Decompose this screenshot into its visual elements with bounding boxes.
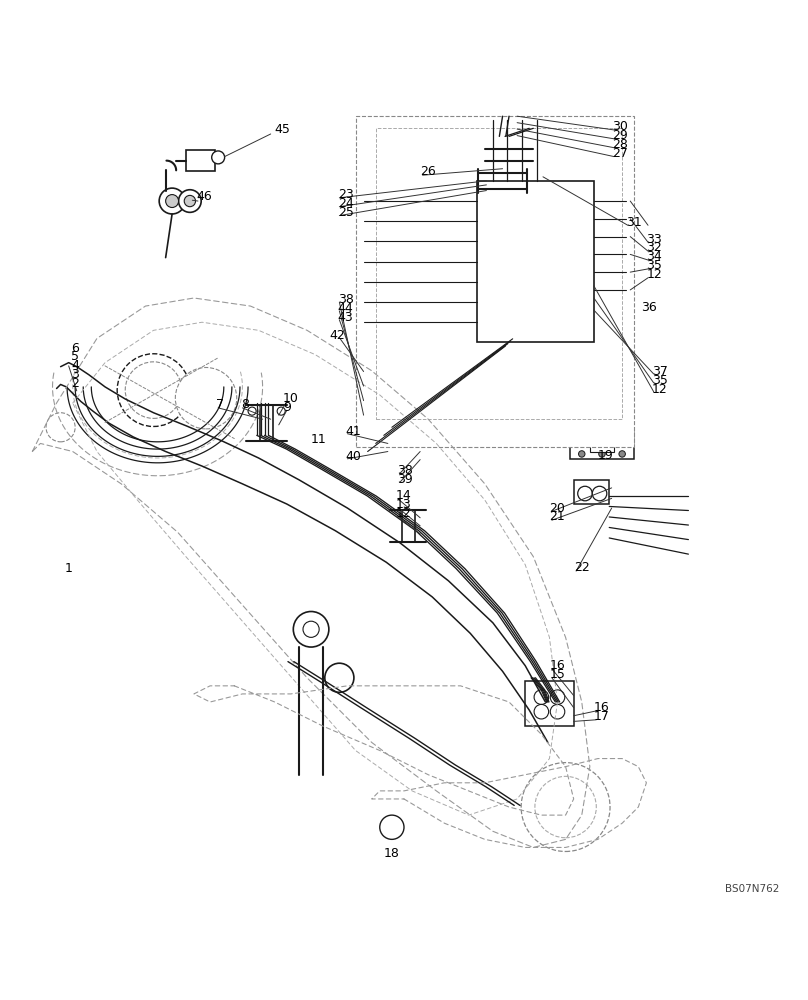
Text: 41: 41 xyxy=(346,425,361,438)
Circle shape xyxy=(550,704,565,719)
Circle shape xyxy=(179,190,201,212)
Bar xyxy=(525,681,574,726)
Circle shape xyxy=(380,815,404,839)
Text: 32: 32 xyxy=(646,241,662,254)
Bar xyxy=(477,181,594,342)
Bar xyxy=(356,116,634,447)
Bar xyxy=(570,430,634,459)
Text: 13: 13 xyxy=(396,498,411,511)
Circle shape xyxy=(248,407,256,415)
Bar xyxy=(186,150,215,171)
Text: 6: 6 xyxy=(71,342,79,355)
Text: 12: 12 xyxy=(646,268,662,281)
Text: 16: 16 xyxy=(549,659,565,672)
Text: 28: 28 xyxy=(612,138,629,151)
Circle shape xyxy=(166,195,179,208)
Circle shape xyxy=(550,690,565,704)
Text: 18: 18 xyxy=(384,847,400,860)
Circle shape xyxy=(619,451,625,457)
Text: 43: 43 xyxy=(338,311,353,324)
Text: 5: 5 xyxy=(71,350,79,363)
Text: 46: 46 xyxy=(196,190,212,203)
Text: 4: 4 xyxy=(71,359,79,372)
Text: 20: 20 xyxy=(549,502,566,515)
Circle shape xyxy=(579,451,585,457)
Text: 30: 30 xyxy=(612,120,629,133)
Text: 36: 36 xyxy=(641,301,656,314)
Text: 31: 31 xyxy=(626,216,642,229)
Circle shape xyxy=(303,621,319,637)
Circle shape xyxy=(534,704,549,719)
Text: 25: 25 xyxy=(338,206,354,219)
Text: 42: 42 xyxy=(330,329,345,342)
Circle shape xyxy=(277,407,285,415)
Circle shape xyxy=(534,690,549,704)
Circle shape xyxy=(175,367,237,429)
Text: 14: 14 xyxy=(396,489,411,502)
Text: 2: 2 xyxy=(71,377,79,390)
Text: 8: 8 xyxy=(241,398,249,411)
Text: 16: 16 xyxy=(594,701,609,714)
Text: 38: 38 xyxy=(398,464,414,477)
Text: 39: 39 xyxy=(398,473,413,486)
Text: 34: 34 xyxy=(646,250,662,263)
Circle shape xyxy=(619,438,625,444)
Circle shape xyxy=(293,612,329,647)
Text: 24: 24 xyxy=(338,197,353,210)
Text: 3: 3 xyxy=(71,368,79,381)
Circle shape xyxy=(184,195,196,207)
Text: BS07N762: BS07N762 xyxy=(726,884,780,894)
Bar xyxy=(376,128,622,419)
Text: 7: 7 xyxy=(216,398,224,411)
Text: 15: 15 xyxy=(549,668,566,681)
Circle shape xyxy=(535,776,596,838)
Circle shape xyxy=(599,438,605,444)
Circle shape xyxy=(578,486,592,501)
Text: 22: 22 xyxy=(574,561,589,574)
Circle shape xyxy=(521,763,610,851)
Text: 19: 19 xyxy=(598,449,613,462)
Circle shape xyxy=(159,188,185,214)
Text: 12: 12 xyxy=(652,383,667,396)
Circle shape xyxy=(599,451,605,457)
Text: 44: 44 xyxy=(338,302,353,315)
Bar xyxy=(574,480,609,504)
Text: 17: 17 xyxy=(594,710,610,723)
Text: 23: 23 xyxy=(338,188,353,201)
Text: 35: 35 xyxy=(652,374,668,387)
Text: 38: 38 xyxy=(338,293,354,306)
Text: 33: 33 xyxy=(646,233,662,246)
Text: 21: 21 xyxy=(549,510,565,523)
Bar xyxy=(260,405,273,441)
Text: 40: 40 xyxy=(346,450,362,463)
Text: 10: 10 xyxy=(283,392,299,405)
Bar xyxy=(590,444,614,452)
Circle shape xyxy=(579,438,585,444)
Text: 27: 27 xyxy=(612,147,629,160)
Text: 26: 26 xyxy=(420,165,436,178)
Circle shape xyxy=(125,362,182,418)
Text: 11: 11 xyxy=(311,433,326,446)
Text: 35: 35 xyxy=(646,259,663,272)
Circle shape xyxy=(46,413,75,442)
Text: 9: 9 xyxy=(283,401,291,414)
Text: 1: 1 xyxy=(65,562,73,575)
Circle shape xyxy=(212,151,225,164)
Text: 29: 29 xyxy=(612,129,628,142)
Circle shape xyxy=(325,663,354,692)
Circle shape xyxy=(117,354,190,426)
Text: 37: 37 xyxy=(652,365,668,378)
Text: 45: 45 xyxy=(275,123,291,136)
Circle shape xyxy=(592,486,607,501)
Bar xyxy=(402,510,415,542)
Text: 12: 12 xyxy=(396,507,411,520)
